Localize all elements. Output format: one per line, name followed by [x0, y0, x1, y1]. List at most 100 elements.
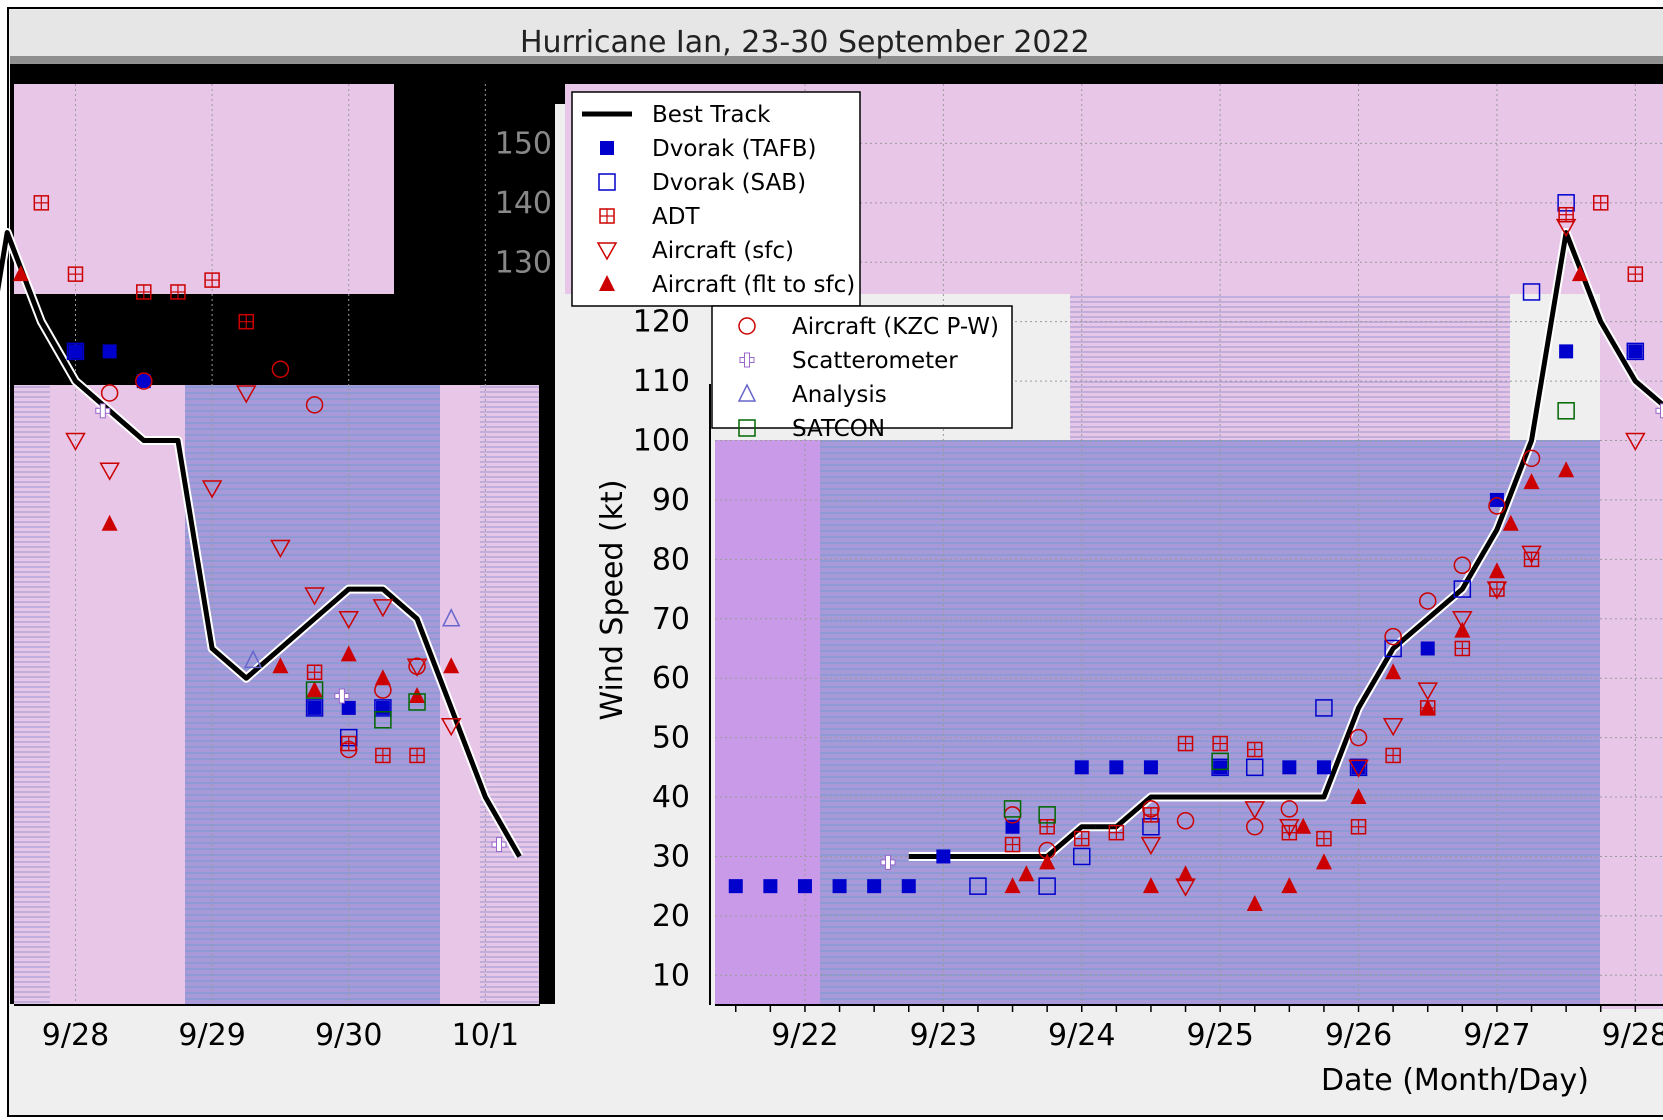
analysis-marker: [441, 608, 461, 627]
y-tick-label: 50: [652, 721, 690, 756]
aircraft-sfc-marker: [235, 385, 257, 404]
aircraft-sfc-marker: [338, 611, 360, 630]
legend-swatch-marker: [737, 383, 757, 402]
dvorak-tafb-marker: [1420, 641, 1435, 656]
dvorak-tafb-marker: [901, 879, 916, 894]
x-tick-label: 9/28: [42, 1018, 109, 1053]
adt-marker: [33, 195, 50, 211]
adt-marker: [1212, 735, 1228, 752]
aircraft-flt-to-sfc-marker: [1004, 877, 1021, 894]
aircraft-kzc-p-w-marker: [1453, 556, 1472, 575]
x-tick-label: 10/1: [452, 1018, 519, 1053]
dvorak-sab-marker: [1384, 639, 1402, 658]
adt-marker: [1108, 824, 1125, 841]
aircraft-sfc-marker: [1382, 717, 1404, 737]
adt-marker: [1246, 741, 1263, 758]
aircraft-kzc-p-w-marker: [100, 384, 119, 402]
legend-item: Aircraft (flt to sfc): [599, 272, 855, 298]
aircraft-flt-to-sfc-marker: [1502, 514, 1519, 531]
series-adt: [33, 195, 1644, 853]
aircraft-sfc-marker: [406, 658, 428, 677]
aircraft-sfc-marker: [1452, 611, 1473, 630]
aircraft-flt-to-sfc-marker: [1488, 562, 1505, 579]
y-axis-label: Wind Speed (kt): [595, 479, 630, 720]
aircraft-sfc-marker: [1348, 759, 1369, 778]
adt-marker: [170, 284, 186, 300]
dvorak-sab-marker: [1072, 847, 1091, 866]
legend-swatch-marker: [739, 352, 755, 368]
dvorak-tafb-marker: [136, 374, 151, 389]
aircraft-kzc-p-w-marker: [1038, 841, 1056, 860]
dvorak-tafb-marker: [1489, 492, 1504, 507]
aircraft-sfc-marker: [1555, 218, 1577, 238]
adt-marker: [409, 747, 425, 764]
adt-marker: [136, 284, 152, 300]
dvorak-sab-marker: [305, 699, 324, 717]
legend-swatch-marker: [599, 208, 615, 224]
series-layer: [0, 194, 1663, 911]
adt-marker: [1558, 206, 1574, 223]
adt-marker: [1592, 195, 1609, 211]
aircraft-flt-to-sfc-marker: [1350, 788, 1367, 805]
aircraft-sfc-marker: [1486, 581, 1508, 600]
aircraft-flt-to-sfc-marker: [101, 514, 118, 531]
legend-item: Best Track: [582, 102, 771, 128]
aircraft-kzc-p-w-marker: [1280, 800, 1299, 818]
dvorak-sab-marker: [1453, 580, 1472, 598]
aircraft-flt-to-sfc-marker: [340, 645, 357, 662]
title-glitch-bar: [10, 56, 1663, 64]
y-tick-label: 110: [633, 364, 690, 399]
legend-label: Scatterometer: [792, 348, 958, 374]
adt-marker: [1073, 830, 1090, 847]
y-tick-label: 120: [633, 305, 690, 340]
aircraft-flt-to-sfc-marker: [272, 657, 289, 674]
adt-marker: [67, 266, 84, 282]
right-plot-bg-right-band: [1600, 294, 1663, 1009]
legend-label: Analysis: [792, 382, 887, 408]
aircraft-sfc-marker: [99, 462, 120, 481]
dvorak-tafb-marker: [1213, 760, 1228, 775]
aircraft-kzc-p-w-marker: [374, 681, 392, 699]
series-aircraft-kzc-p-w: [100, 360, 1541, 860]
legend-swatch-marker: [600, 141, 614, 155]
satcon-marker: [374, 711, 392, 729]
series-aircraft-flt-to-sfc: [12, 265, 1588, 911]
aircraft-flt-to-sfc-marker: [1419, 698, 1436, 715]
y-tick-label: 20: [652, 899, 690, 934]
x-tick-label: 9/26: [1325, 1018, 1392, 1053]
dvorak-sab-marker: [1522, 283, 1541, 301]
aircraft-flt-to-sfc-marker: [1177, 865, 1194, 882]
legend-swatch-marker: [596, 242, 618, 261]
legend-swatch-marker: [738, 419, 756, 437]
y-tick-label: 80: [652, 542, 690, 577]
adt-marker: [1350, 818, 1367, 835]
x-tick-label: 9/27: [1463, 1018, 1530, 1053]
best-track-line: [0, 230, 522, 858]
dvorak-tafb-marker: [1316, 760, 1331, 775]
scatterometer-marker: [880, 854, 896, 870]
legend-label: Best Track: [652, 102, 771, 128]
legend-label: Aircraft (sfc): [652, 238, 794, 264]
aircraft-sfc-marker: [1279, 818, 1300, 838]
x-tick-label: 9/23: [910, 1018, 977, 1053]
dvorak-sab-marker: [1038, 877, 1056, 895]
series-satcon: [305, 402, 1575, 824]
aircraft-sfc-marker: [304, 587, 325, 606]
dvorak-tafb-marker: [1143, 760, 1158, 775]
dvorak-tafb-marker: [307, 700, 322, 715]
adt-marker: [1454, 640, 1471, 657]
adt-marker: [1523, 551, 1540, 568]
legend-swatch-marker: [598, 173, 616, 191]
aircraft-flt-to-sfc-marker: [1385, 663, 1402, 680]
aircraft-sfc-marker: [1244, 801, 1266, 820]
analysis-marker: [243, 649, 263, 669]
aircraft-sfc-marker: [201, 480, 223, 499]
adt-marker: [1316, 830, 1332, 847]
dvorak-tafb-marker: [832, 879, 847, 894]
legend-label: Aircraft (KZC P-W): [792, 314, 999, 340]
satcon-marker: [305, 681, 324, 699]
legend-item: Scatterometer: [739, 348, 958, 374]
aircraft-kzc-p-w-marker: [1176, 812, 1195, 830]
